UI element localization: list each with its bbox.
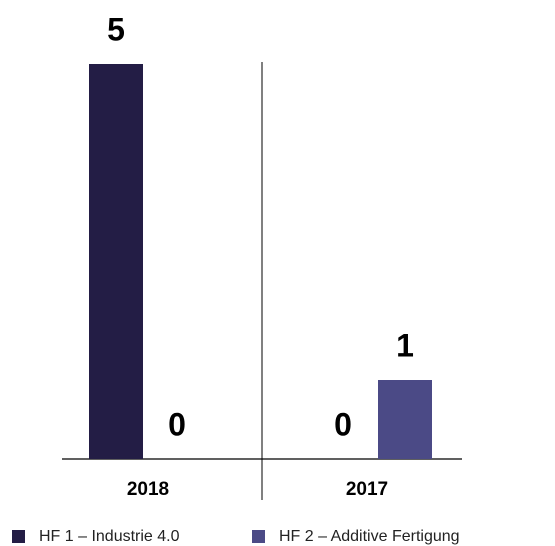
x-tick-label: 2018 bbox=[127, 479, 169, 500]
legend-label: HF 2 – Additive Fertigung bbox=[279, 528, 460, 545]
bar bbox=[378, 380, 432, 459]
legend-swatch bbox=[252, 530, 265, 543]
value-label: 1 bbox=[396, 327, 414, 363]
legend-swatch bbox=[12, 530, 25, 543]
value-label: 5 bbox=[107, 11, 125, 47]
bar bbox=[89, 64, 143, 459]
legend-label: HF 1 – Industrie 4.0 bbox=[39, 528, 180, 545]
x-tick-label: 2017 bbox=[346, 479, 388, 500]
value-label: 0 bbox=[334, 406, 352, 442]
value-label: 0 bbox=[168, 406, 186, 442]
